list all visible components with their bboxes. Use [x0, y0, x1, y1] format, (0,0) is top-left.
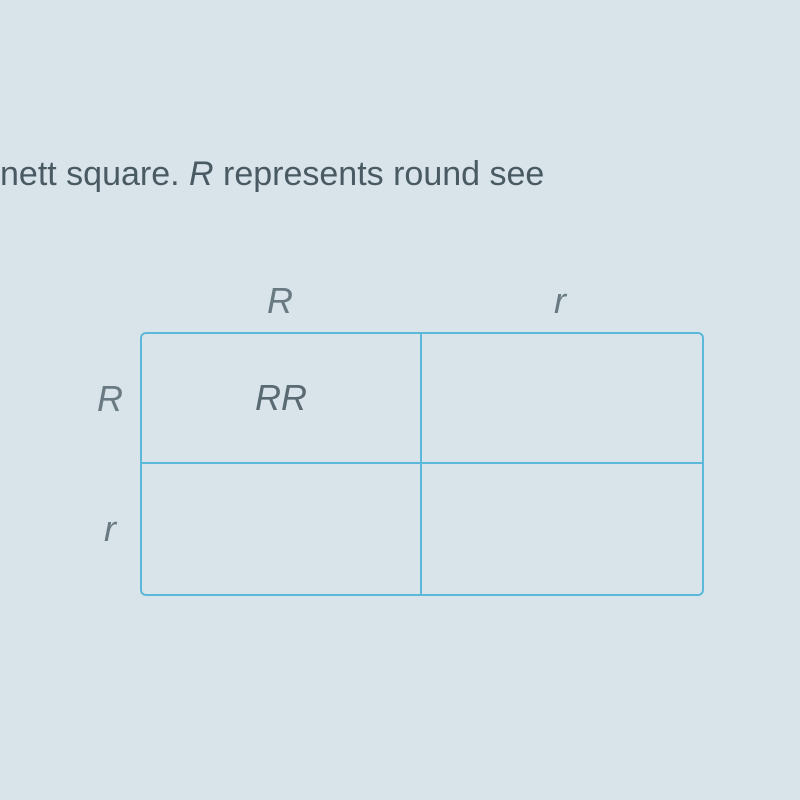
col-header-1: R	[140, 280, 420, 332]
row-header-1: R	[80, 334, 140, 464]
punnett-square: R r R r RR	[80, 280, 704, 596]
cell-1-1	[422, 464, 702, 594]
column-headers: R r	[140, 280, 704, 332]
question-prefix: nett square.	[0, 155, 189, 193]
question-allele: R	[189, 155, 214, 193]
question-text: nett square. R represents round see	[0, 155, 800, 194]
punnett-grid: RR	[140, 332, 704, 596]
cell-1-0	[142, 464, 422, 594]
col-header-2: r	[420, 280, 700, 332]
cell-0-1	[422, 334, 702, 464]
cell-0-0: RR	[142, 334, 422, 464]
question-suffix: represents round see	[214, 155, 545, 193]
row-header-2: r	[80, 464, 140, 594]
